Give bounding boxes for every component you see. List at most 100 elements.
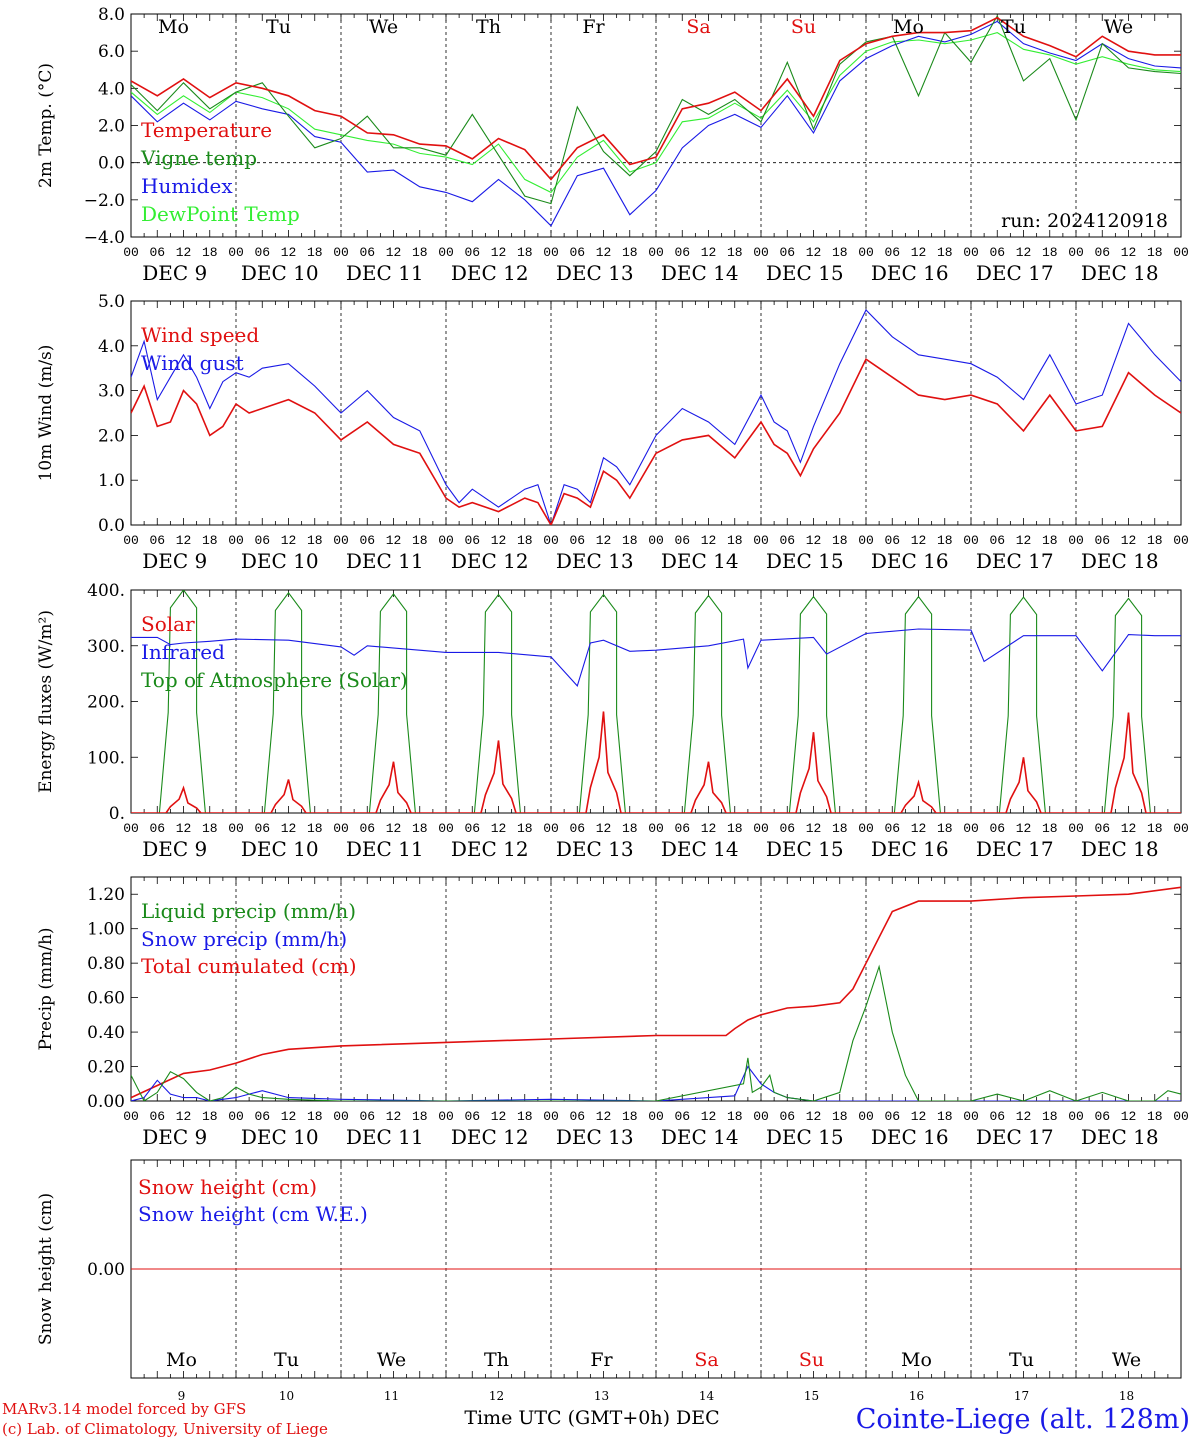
plot-frame bbox=[130, 300, 1182, 526]
date-label: DEC 18 bbox=[1081, 549, 1159, 573]
date-label: DEC 13 bbox=[556, 1125, 634, 1149]
y-tick-label: 0. bbox=[109, 804, 125, 824]
legend-entry: Infrared bbox=[141, 640, 225, 664]
hour-tick-label: 06 bbox=[1094, 245, 1110, 260]
date-label: DEC 16 bbox=[871, 837, 949, 861]
hour-tick-label: 00 bbox=[858, 533, 874, 548]
hour-tick-label: 06 bbox=[1094, 821, 1110, 836]
date-label: DEC 9 bbox=[142, 549, 207, 573]
hour-tick-label: 12 bbox=[911, 821, 927, 836]
y-tick-label: 0.00 bbox=[87, 1260, 125, 1280]
hour-tick-label: 00 bbox=[123, 245, 139, 260]
y-tick-label: 1.0 bbox=[98, 471, 125, 491]
series-line-temperature bbox=[131, 16, 1181, 181]
y-axis-label: Precip (mm/h) bbox=[36, 927, 56, 1050]
hour-tick-label: 06 bbox=[674, 533, 690, 548]
series-line-total-cumulated-cm- bbox=[131, 886, 1181, 1099]
hour-tick-label: 12 bbox=[491, 533, 507, 548]
hour-tick-label: 12 bbox=[1016, 533, 1032, 548]
y-tick-label: 400. bbox=[87, 581, 125, 601]
date-label: DEC 15 bbox=[766, 1125, 844, 1149]
day-number-label: 13 bbox=[594, 1389, 609, 1403]
hour-tick-label: 12 bbox=[1121, 533, 1137, 548]
series-line-snow-precip-mm-h- bbox=[131, 1065, 1181, 1101]
hour-tick-label: 12 bbox=[806, 821, 822, 836]
hour-tick-label: 06 bbox=[779, 821, 795, 836]
date-label: DEC 10 bbox=[241, 837, 319, 861]
hour-tick-label: 00 bbox=[963, 245, 979, 260]
hour-tick-label: 00 bbox=[123, 821, 139, 836]
hour-tick-label: 06 bbox=[1094, 1109, 1110, 1124]
y-axis-label: 2m Temp. (°C) bbox=[36, 63, 56, 188]
hour-tick-label: 12 bbox=[176, 821, 192, 836]
hour-tick-label: 06 bbox=[254, 533, 270, 548]
hour-tick-label: 06 bbox=[464, 245, 480, 260]
date-label: DEC 16 bbox=[871, 1125, 949, 1149]
date-label: DEC 9 bbox=[142, 837, 207, 861]
hour-tick-label: 18 bbox=[937, 533, 953, 548]
hour-tick-label: 12 bbox=[1121, 245, 1137, 260]
hour-tick-label: 06 bbox=[989, 245, 1005, 260]
day-name-label: Mo bbox=[158, 16, 189, 38]
hour-tick-label: 00 bbox=[963, 1109, 979, 1124]
legend-entry: Top of Atmosphere (Solar) bbox=[141, 668, 408, 692]
hour-tick-label: 18 bbox=[517, 533, 533, 548]
hour-tick-label: 12 bbox=[701, 533, 717, 548]
day-number-label: 18 bbox=[1119, 1389, 1134, 1403]
legend-entry: Vigne temp bbox=[140, 146, 257, 170]
hour-tick-label: 12 bbox=[806, 1109, 822, 1124]
hour-tick-label: 00 bbox=[753, 1109, 769, 1124]
hour-tick-label: 12 bbox=[386, 821, 402, 836]
y-tick-label: 200. bbox=[87, 693, 125, 713]
day-name-label: Mo bbox=[893, 16, 924, 38]
hour-tick-label: 06 bbox=[359, 533, 375, 548]
hour-tick-label: 18 bbox=[1042, 1109, 1058, 1124]
date-label: DEC 10 bbox=[241, 549, 319, 573]
day-name-label: Tu bbox=[1001, 16, 1026, 38]
hour-tick-label: 18 bbox=[1042, 821, 1058, 836]
hour-tick-label: 00 bbox=[333, 821, 349, 836]
day-name-label: Th bbox=[476, 16, 501, 38]
legend-entry: Wind gust bbox=[141, 351, 244, 375]
hour-tick-label: 12 bbox=[806, 245, 822, 260]
hour-tick-label: 00 bbox=[543, 1109, 559, 1124]
hour-tick-label: 12 bbox=[911, 533, 927, 548]
hour-tick-label: 00 bbox=[963, 533, 979, 548]
day-number-label: 11 bbox=[384, 1389, 399, 1403]
hour-tick-label: 18 bbox=[832, 1109, 848, 1124]
hour-tick-label: 00 bbox=[1173, 1109, 1189, 1124]
y-tick-label: −4.0 bbox=[84, 228, 125, 248]
legend-entry: Snow precip (mm/h) bbox=[141, 927, 347, 951]
hour-tick-label: 06 bbox=[464, 533, 480, 548]
date-label: DEC 12 bbox=[451, 837, 529, 861]
hour-tick-label: 18 bbox=[1042, 533, 1058, 548]
day-name-label: Fr bbox=[582, 16, 605, 38]
hour-tick-label: 00 bbox=[228, 1109, 244, 1124]
hour-tick-label: 18 bbox=[307, 533, 323, 548]
date-label: DEC 18 bbox=[1081, 1125, 1159, 1149]
chart-panel-4: 1.20 1.00 0.80 0.60 0.40 0.20 0.00 Precip (mm/h… bbox=[36, 876, 1189, 1149]
day-name-label: Fr bbox=[590, 1349, 613, 1371]
date-label: DEC 18 bbox=[1081, 837, 1159, 861]
hour-tick-label: 00 bbox=[753, 245, 769, 260]
hour-tick-label: 06 bbox=[254, 245, 270, 260]
series-line-wind-speed bbox=[131, 358, 1181, 525]
day-name-label: Su bbox=[791, 16, 816, 38]
hour-tick-label: 12 bbox=[596, 245, 612, 260]
date-label: DEC 15 bbox=[766, 837, 844, 861]
hour-tick-label: 00 bbox=[858, 821, 874, 836]
hour-tick-label: 06 bbox=[989, 533, 1005, 548]
date-label: DEC 11 bbox=[346, 837, 424, 861]
hour-tick-label: 00 bbox=[438, 245, 454, 260]
time-axis-label: Time UTC (GMT+0h) DEC bbox=[464, 1407, 719, 1429]
hour-tick-label: 12 bbox=[1016, 245, 1032, 260]
hour-tick-label: 00 bbox=[1068, 533, 1084, 548]
hour-tick-label: 18 bbox=[412, 821, 428, 836]
day-number-label: 16 bbox=[909, 1389, 924, 1403]
hour-tick-label: 06 bbox=[149, 1109, 165, 1124]
y-axis-label: Snow height (cm) bbox=[36, 1193, 56, 1345]
hour-tick-label: 00 bbox=[333, 1109, 349, 1124]
date-label: DEC 12 bbox=[451, 1125, 529, 1149]
y-tick-label: 8.0 bbox=[98, 5, 125, 25]
